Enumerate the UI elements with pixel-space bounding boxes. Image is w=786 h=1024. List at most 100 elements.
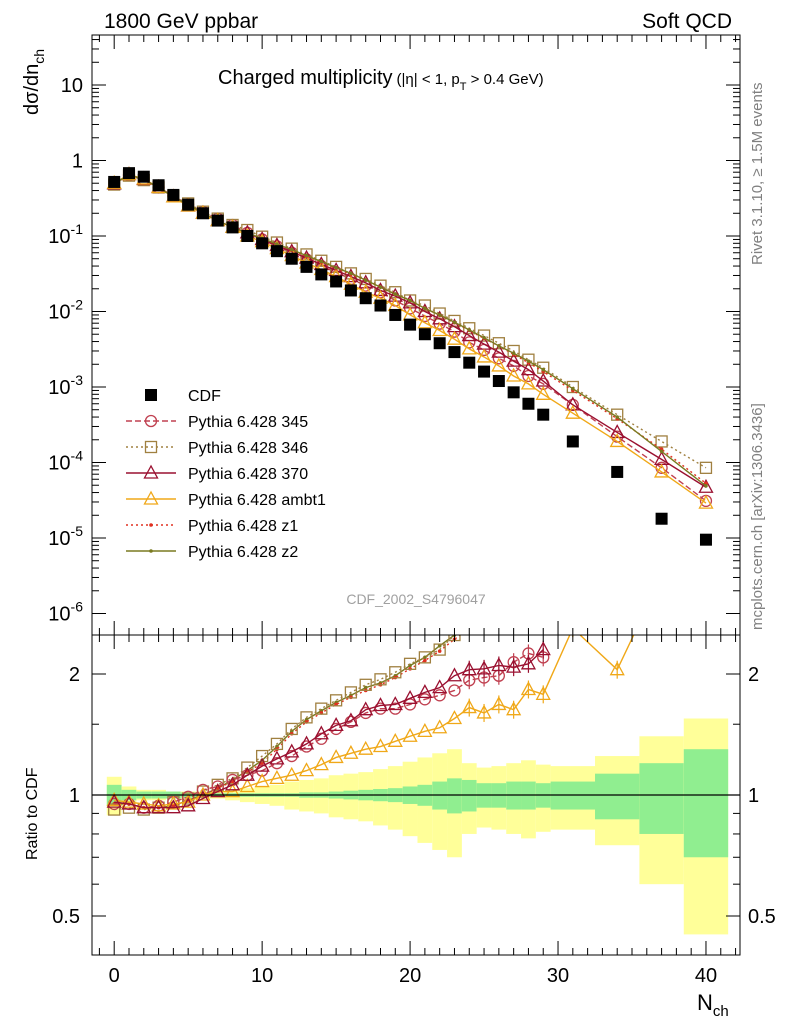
ratio-data-point: [464, 616, 475, 627]
ratio-y-tick-label-right: 1: [748, 785, 759, 807]
ratio-data-point: [180, 797, 196, 812]
main-data-point: [522, 397, 535, 410]
ratio-data-point: [418, 693, 432, 706]
ratio-data-point: [180, 793, 196, 808]
legend-marker-icon: [143, 464, 159, 479]
ratio-data-point: [508, 571, 519, 582]
legend-entry: Pythia 6.428 346: [126, 440, 308, 457]
ratio-series-pythia-6-428-370: [106, 640, 551, 814]
ratio-data-point: [497, 604, 501, 608]
ratio-data-point: [433, 643, 446, 656]
legend-marker-icon: [149, 523, 153, 527]
analysis-watermark: CDF_2002_S4796047: [346, 591, 486, 607]
main-data-point: [330, 275, 343, 288]
ratio-data-point: [609, 661, 625, 676]
main-data-point: [699, 461, 713, 474]
main-data-point: [615, 415, 620, 419]
ratio-data-point: [387, 732, 403, 747]
legend-label: Pythia 6.428 370: [188, 466, 308, 483]
main-data-point: [226, 221, 239, 234]
main-data-point: [448, 346, 461, 359]
ratio-data-point: [535, 641, 551, 656]
ratio-data-point: [506, 658, 522, 673]
ratio-data-point: [437, 649, 442, 653]
main-data-point: [315, 254, 328, 267]
main-y-tick-label: 10-1: [48, 221, 83, 248]
ratio-xlabel-subscript: ch: [713, 1003, 729, 1020]
ratio-data-point: [285, 722, 298, 736]
ratio-data-point: [476, 704, 492, 719]
ratio-data-point: [491, 696, 507, 711]
main-y-tick-label: 10-3: [48, 372, 83, 399]
ratio-data-point: [433, 689, 446, 702]
ratio-data-point: [344, 686, 358, 699]
legend-entry: Pythia 6.428 z1: [126, 518, 298, 535]
ratio-data-point: [418, 651, 432, 664]
ratio-data-point: [482, 610, 486, 614]
ratio-data-point: [300, 711, 313, 724]
ratio-data-point: [403, 657, 417, 670]
ratio-data-point: [571, 519, 575, 523]
ratio-data-point: [535, 685, 551, 700]
plot-title: Charged multiplicity (|η| < 1, pT > 0.4 G…: [218, 67, 544, 93]
main-data-point: [461, 340, 477, 355]
main-data-point: [418, 328, 431, 341]
main-data-point: [478, 365, 491, 378]
ratio-data-point: [615, 502, 619, 506]
ratio-data-point: [700, 406, 711, 417]
main-data-point: [653, 463, 670, 478]
main-data-point: [659, 449, 664, 454]
main-data-point: [300, 248, 313, 261]
ratio-data-point: [106, 793, 122, 808]
ratio-data-point: [615, 509, 619, 513]
main-data-point: [374, 299, 387, 312]
legend-marker-icon: [145, 389, 157, 401]
ratio-data-point: [298, 735, 315, 750]
ratio-series-line: [114, 635, 635, 807]
main-data-point: [349, 271, 353, 276]
main-data-point: [433, 337, 446, 350]
main-data-point: [304, 253, 309, 258]
ratio-data-point: [298, 762, 315, 777]
plot-title-cuts-subscript: T: [460, 81, 467, 93]
main-y-tick-label: 1: [72, 151, 83, 173]
main-y-tick-label: 10-6: [48, 599, 83, 626]
ratio-plot-frame: [91, 634, 741, 956]
ratio-data-point: [165, 795, 181, 810]
ratio-data-point: [106, 791, 122, 806]
main-ylabel-subscript: ch: [31, 49, 47, 64]
ratio-data-point: [315, 702, 328, 715]
main-data-point: [329, 260, 343, 274]
ratio-data-point: [523, 561, 534, 572]
main-data-point: [609, 424, 625, 439]
ratio-data-point: [571, 512, 575, 516]
main-data-point: [611, 465, 624, 478]
ratio-data-point: [467, 620, 471, 624]
ratio-data-point: [260, 761, 264, 765]
main-data-point: [506, 352, 522, 367]
ratio-x-tick-label: 30: [547, 965, 569, 987]
ratio-data-point: [328, 717, 344, 732]
ratio-data-point: [224, 783, 241, 798]
main-data-point: [482, 335, 486, 340]
ratio-y-tick-label-right: 0.5: [748, 906, 776, 928]
legend-entry: Pythia 6.428 370: [126, 464, 308, 483]
ratio-data-point: [461, 699, 477, 714]
main-data-point: [432, 322, 448, 337]
main-ylabel-text: dσ/dn: [21, 64, 43, 115]
ratio-data-point: [482, 613, 486, 617]
main-data-point: [492, 375, 505, 388]
ratio-band-stat: [683, 749, 729, 858]
main-series-cdf: [108, 167, 712, 546]
ratio-data-point: [432, 679, 448, 694]
ratio-data-point: [136, 799, 152, 814]
main-data-point: [446, 330, 463, 345]
main-data-point: [319, 259, 324, 264]
main-data-point: [393, 292, 398, 296]
legend-label: Pythia 6.428 ambt1: [188, 492, 326, 509]
side-label-mcplots: mcplots.cern.ch [arXiv:1306.3436]: [749, 403, 766, 630]
ratio-data-point: [512, 585, 516, 589]
ratio-data-point: [374, 673, 387, 686]
main-data-point: [452, 320, 457, 325]
